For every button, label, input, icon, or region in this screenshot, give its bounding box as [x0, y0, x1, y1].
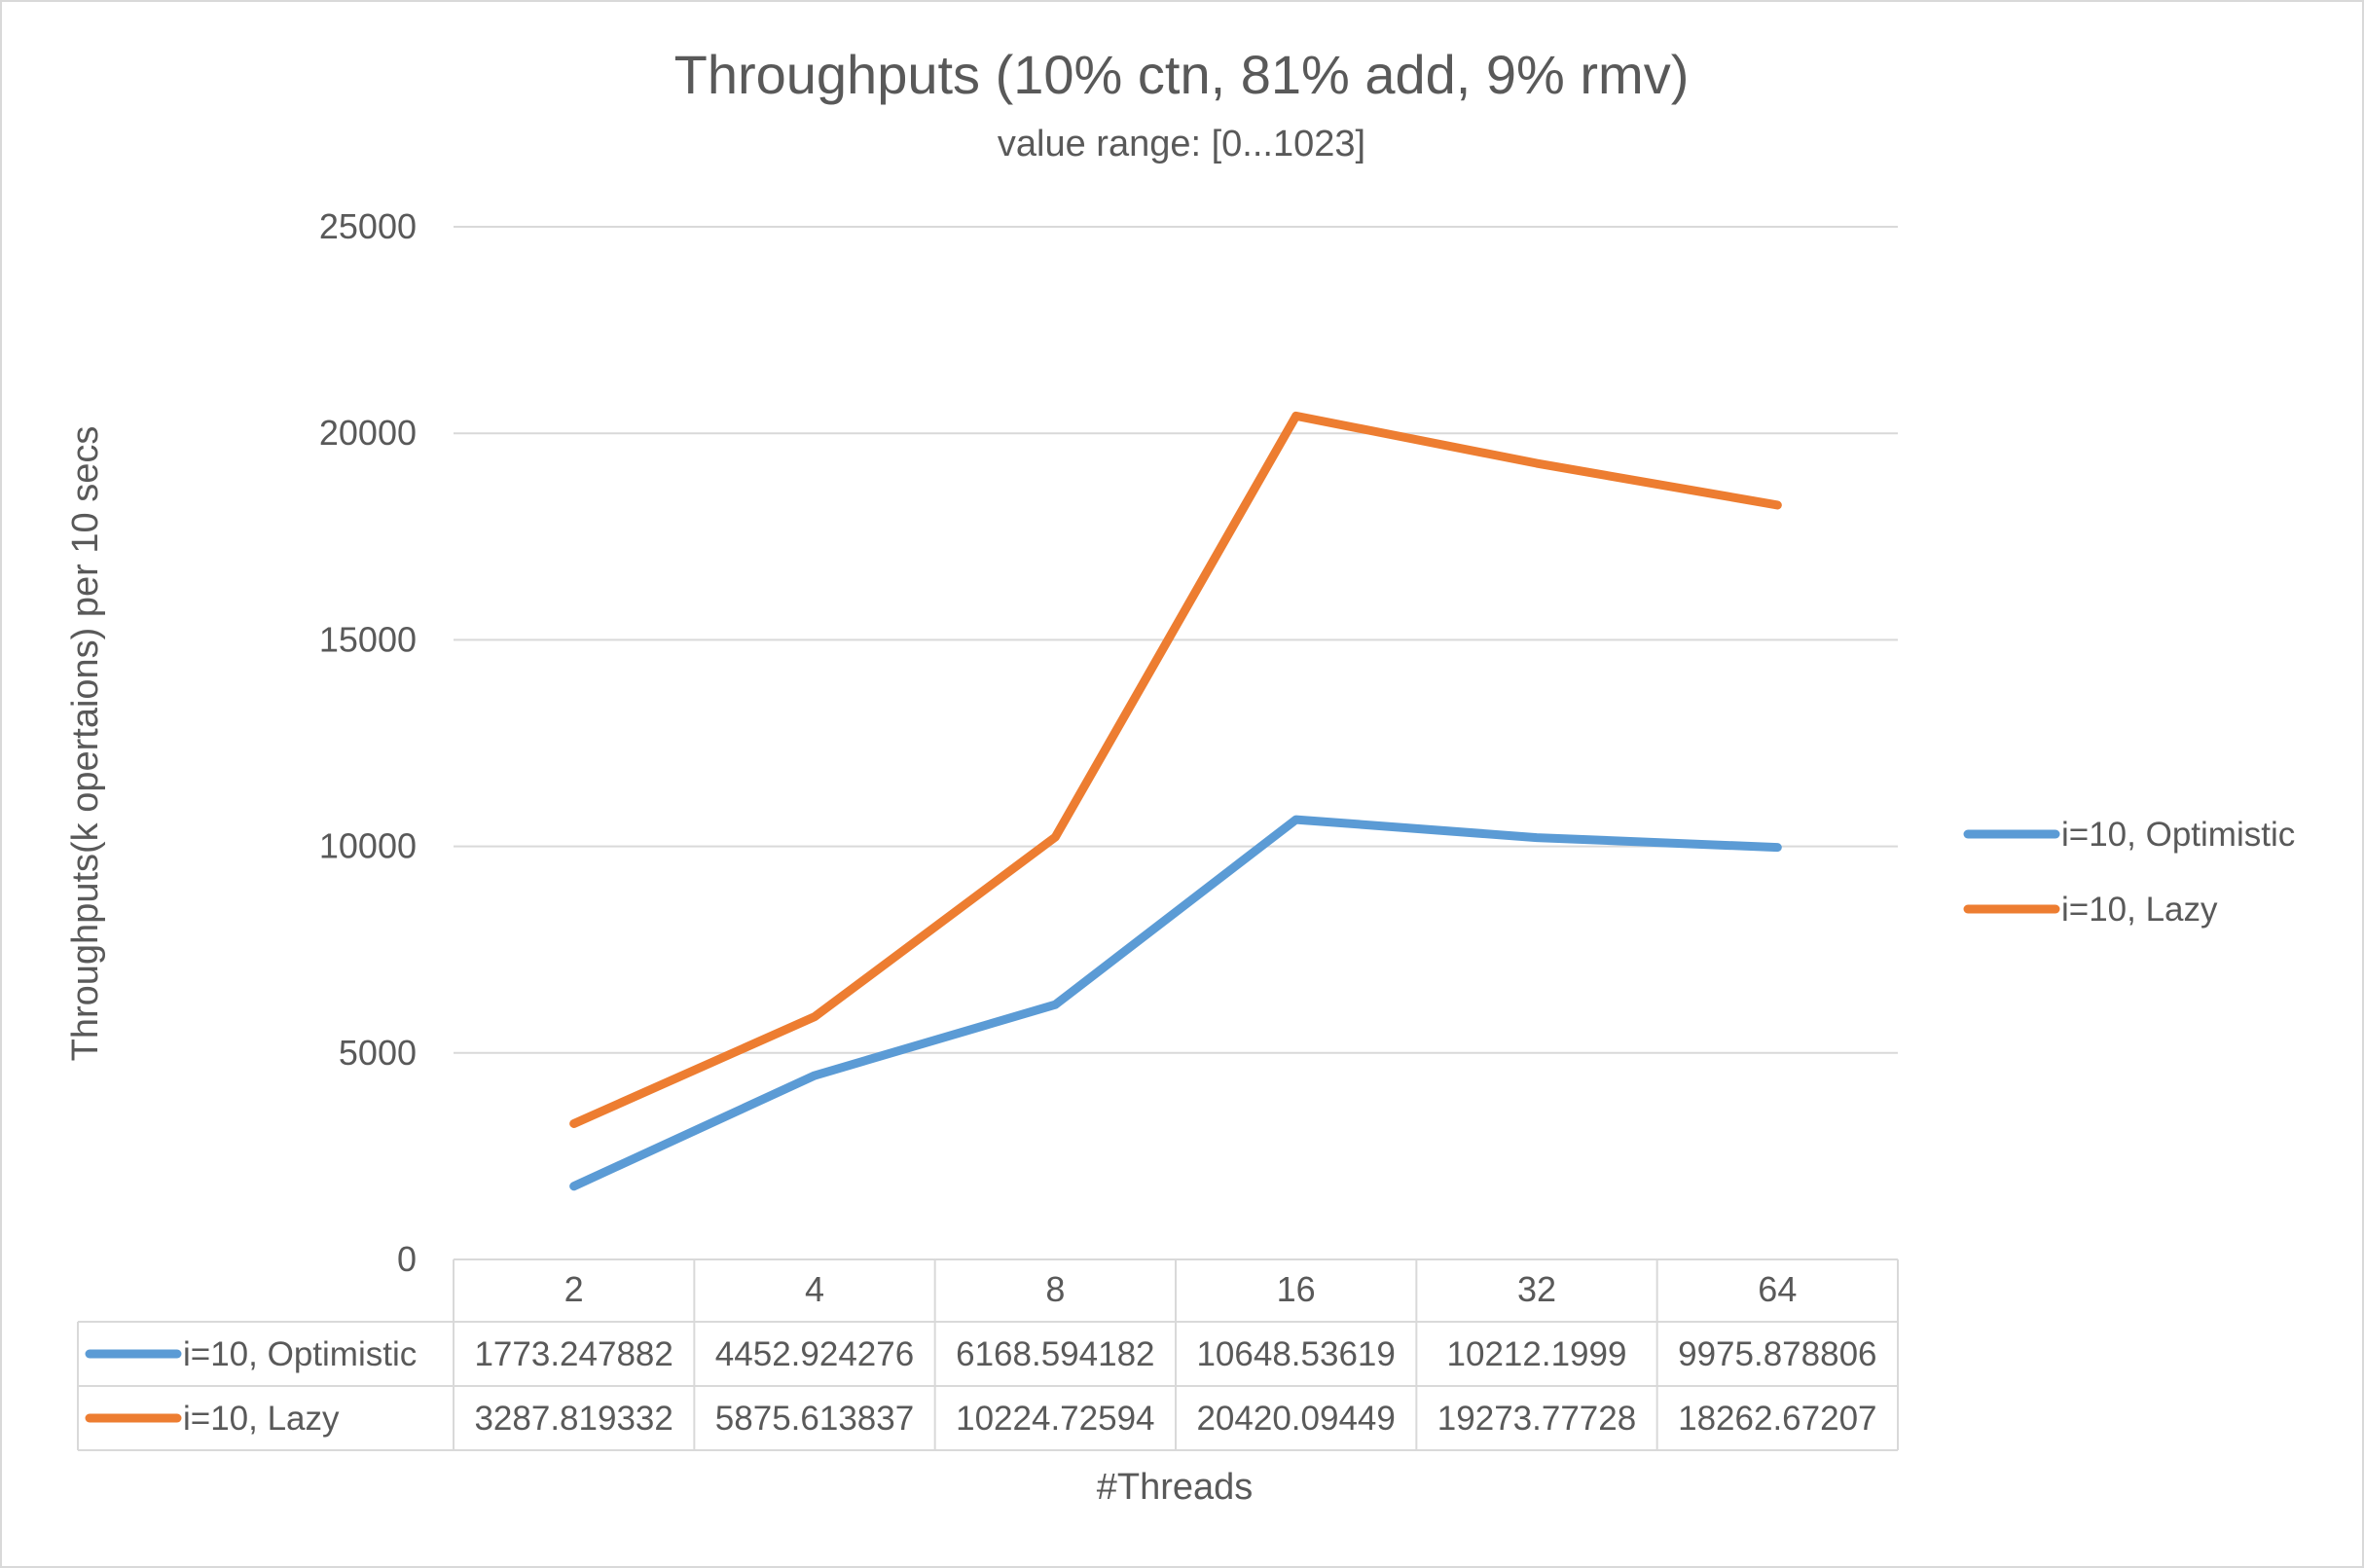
- table-cell: 9975.878806: [1678, 1335, 1876, 1373]
- legend-label: i=10, Optimistic: [2061, 816, 2295, 854]
- table-cell: 10224.72594: [956, 1400, 1154, 1438]
- table-cell: 3287.819332: [474, 1400, 673, 1438]
- x-tick-label: 16: [1277, 1269, 1316, 1309]
- table-cell: 20420.09449: [1196, 1400, 1395, 1438]
- y-tick-label: 25000: [319, 206, 417, 246]
- table-cell: 10212.1999: [1447, 1335, 1627, 1373]
- table-series-name: i=10, Lazy: [183, 1400, 340, 1438]
- x-tick-label: 64: [1758, 1269, 1797, 1309]
- y-tick-label: 20000: [319, 413, 417, 453]
- y-tick-label: 0: [397, 1239, 417, 1279]
- table-cell: 6168.594182: [956, 1335, 1154, 1373]
- table-cell: 4452.924276: [715, 1335, 914, 1373]
- table-cell: 10648.53619: [1196, 1335, 1395, 1373]
- table-cell: 5875.613837: [715, 1400, 914, 1438]
- legend: i=10, Optimistic i=10, Lazy: [1963, 816, 2295, 929]
- x-tick-label: 8: [1045, 1269, 1065, 1309]
- chart-subtitle: value range: [0...1023]: [998, 124, 1365, 164]
- chart-title: Throughputs (10% ctn, 81% add, 9% rmv): [674, 44, 1690, 105]
- x-tick-label: 32: [1517, 1269, 1556, 1309]
- y-axis-label: Throughputs(k opertaions) per 10 secs: [65, 426, 106, 1062]
- y-tick-label: 5000: [339, 1033, 417, 1073]
- y-tick-label: 10000: [319, 826, 417, 866]
- x-axis-label: #Threads: [1097, 1467, 1254, 1508]
- series-line: [569, 411, 1782, 1128]
- table-cell: 1773.247882: [474, 1335, 673, 1373]
- y-tick-labels: 0 5000 10000 15000 20000 25000: [319, 206, 417, 1279]
- y-tick-label: 15000: [319, 619, 417, 659]
- legend-label: i=10, Lazy: [2061, 891, 2218, 929]
- x-tick-label: 4: [805, 1269, 824, 1309]
- table-cell: 18262.67207: [1678, 1400, 1876, 1438]
- table-cell: 19273.77728: [1437, 1400, 1636, 1438]
- series-line: [569, 815, 1782, 1191]
- series-lines: [569, 411, 1782, 1191]
- x-tick-label: 2: [564, 1269, 584, 1309]
- data-table: 2 4 8 16 32 64 i=10, Optimistic 1773.247882 4452…: [77, 1259, 1899, 1451]
- table-series-name: i=10, Optimistic: [183, 1335, 417, 1373]
